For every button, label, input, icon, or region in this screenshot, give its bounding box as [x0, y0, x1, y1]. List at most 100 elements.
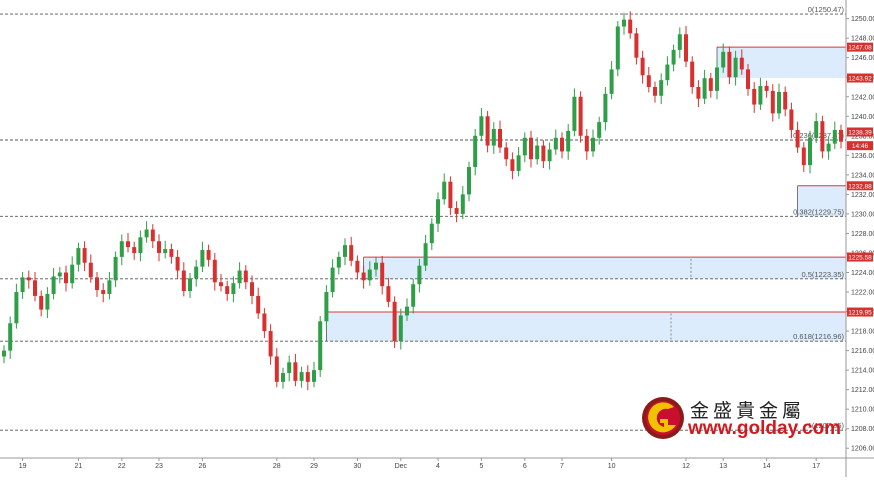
y-tick-label: 1222.00 [851, 290, 874, 297]
candle-body [504, 147, 509, 160]
candle-body [535, 145, 540, 160]
x-tick-label: 26 [199, 463, 207, 470]
y-tick-label: 1224.00 [851, 270, 874, 277]
candle-body [467, 167, 471, 195]
candle-body [758, 86, 763, 105]
x-tick-label: 22 [118, 463, 126, 470]
candle-body [777, 91, 781, 114]
candle-body [188, 278, 192, 292]
candle-body [640, 57, 645, 76]
candle-body [57, 272, 62, 277]
candle-body [609, 69, 614, 94]
y-tick-label: 1250.00 [851, 16, 874, 23]
candle-body [225, 286, 230, 294]
price-tag-box [847, 42, 873, 52]
candle-body [355, 260, 360, 273]
price-tag-label: 1247.08 [848, 45, 872, 52]
candle-body [101, 290, 106, 294]
price-tag-box [847, 73, 873, 83]
x-tick-label: Dec [395, 463, 408, 470]
candle-body [553, 137, 558, 150]
candle-body [64, 272, 68, 284]
zone [717, 47, 846, 79]
candle-body [144, 229, 149, 238]
x-tick-label: 5 [479, 463, 483, 470]
candle-body [367, 269, 372, 281]
candle-body [442, 181, 447, 200]
candle-body [175, 256, 180, 271]
candle-body [82, 248, 87, 263]
y-tick-label: 1248.00 [851, 36, 874, 43]
candle-body [560, 137, 564, 152]
candle-body [566, 130, 571, 152]
candle-body [132, 247, 137, 253]
x-tick-label: 30 [354, 463, 362, 470]
candle-body [628, 19, 633, 34]
candle-body [76, 248, 81, 265]
x-tick-label: 21 [75, 463, 83, 470]
y-tick-label: 1212.00 [851, 387, 874, 394]
candle-body [169, 249, 174, 257]
x-tick-label: 14 [763, 463, 771, 470]
candle-body [547, 149, 552, 162]
price-tag-box [847, 307, 873, 317]
candle-body [33, 280, 37, 296]
candle-body [677, 34, 682, 50]
candle-body [522, 137, 527, 156]
candle-body [597, 122, 602, 138]
fib-level-label: 0.618(1216.96) [793, 332, 844, 341]
price-tag-label: 1225.58 [848, 255, 872, 262]
y-tick-label: 1216.00 [851, 348, 874, 355]
candle-body [529, 137, 533, 160]
candle-body [8, 323, 13, 351]
candle-body [808, 137, 812, 166]
y-tick-label: 1228.00 [851, 231, 874, 238]
y-tick-label: 1210.00 [851, 407, 874, 414]
candle-body [752, 88, 757, 105]
candle-body [479, 116, 484, 136]
candle-body [39, 295, 44, 310]
x-tick-label: 13 [719, 463, 727, 470]
candle-body [622, 19, 626, 27]
x-tick-label: 19 [19, 463, 27, 470]
price-tag-box [847, 252, 873, 262]
candle-body [380, 262, 385, 287]
candle-body [219, 282, 223, 287]
fib-level-label: 0.5(1223.35) [801, 270, 844, 279]
y-tick-label: 1236.00 [851, 153, 874, 160]
candle-body [250, 282, 254, 296]
candle-body [107, 280, 112, 294]
candle-body [119, 241, 124, 257]
candle-body [516, 155, 521, 171]
y-tick-label: 1238.00 [851, 133, 874, 140]
zone [797, 185, 846, 217]
candle-body [405, 306, 409, 316]
candle-body [578, 96, 583, 136]
candle-body [634, 33, 639, 58]
candle-body [318, 321, 323, 371]
candle-body [653, 86, 657, 96]
candle-body [491, 128, 496, 146]
candle-body [411, 284, 416, 307]
candle-body [746, 69, 750, 89]
candle-body [665, 64, 670, 81]
y-tick-label: 1246.00 [851, 55, 874, 62]
candle-body [591, 137, 595, 152]
price-tag-box [847, 181, 873, 191]
y-tick-label: 1208.00 [851, 426, 874, 433]
candle-body [671, 49, 676, 65]
candle-body [417, 265, 422, 285]
y-tick-label: 1232.00 [851, 192, 874, 199]
candle-body [51, 276, 56, 294]
candle-body [237, 270, 242, 284]
candle-body [157, 241, 161, 253]
candle-body [423, 243, 428, 266]
candle-body [839, 129, 843, 142]
candle-body [429, 223, 434, 244]
candle-body [305, 372, 310, 382]
candle-body [262, 313, 267, 332]
candle-body [795, 129, 800, 148]
candle-body [454, 208, 459, 214]
